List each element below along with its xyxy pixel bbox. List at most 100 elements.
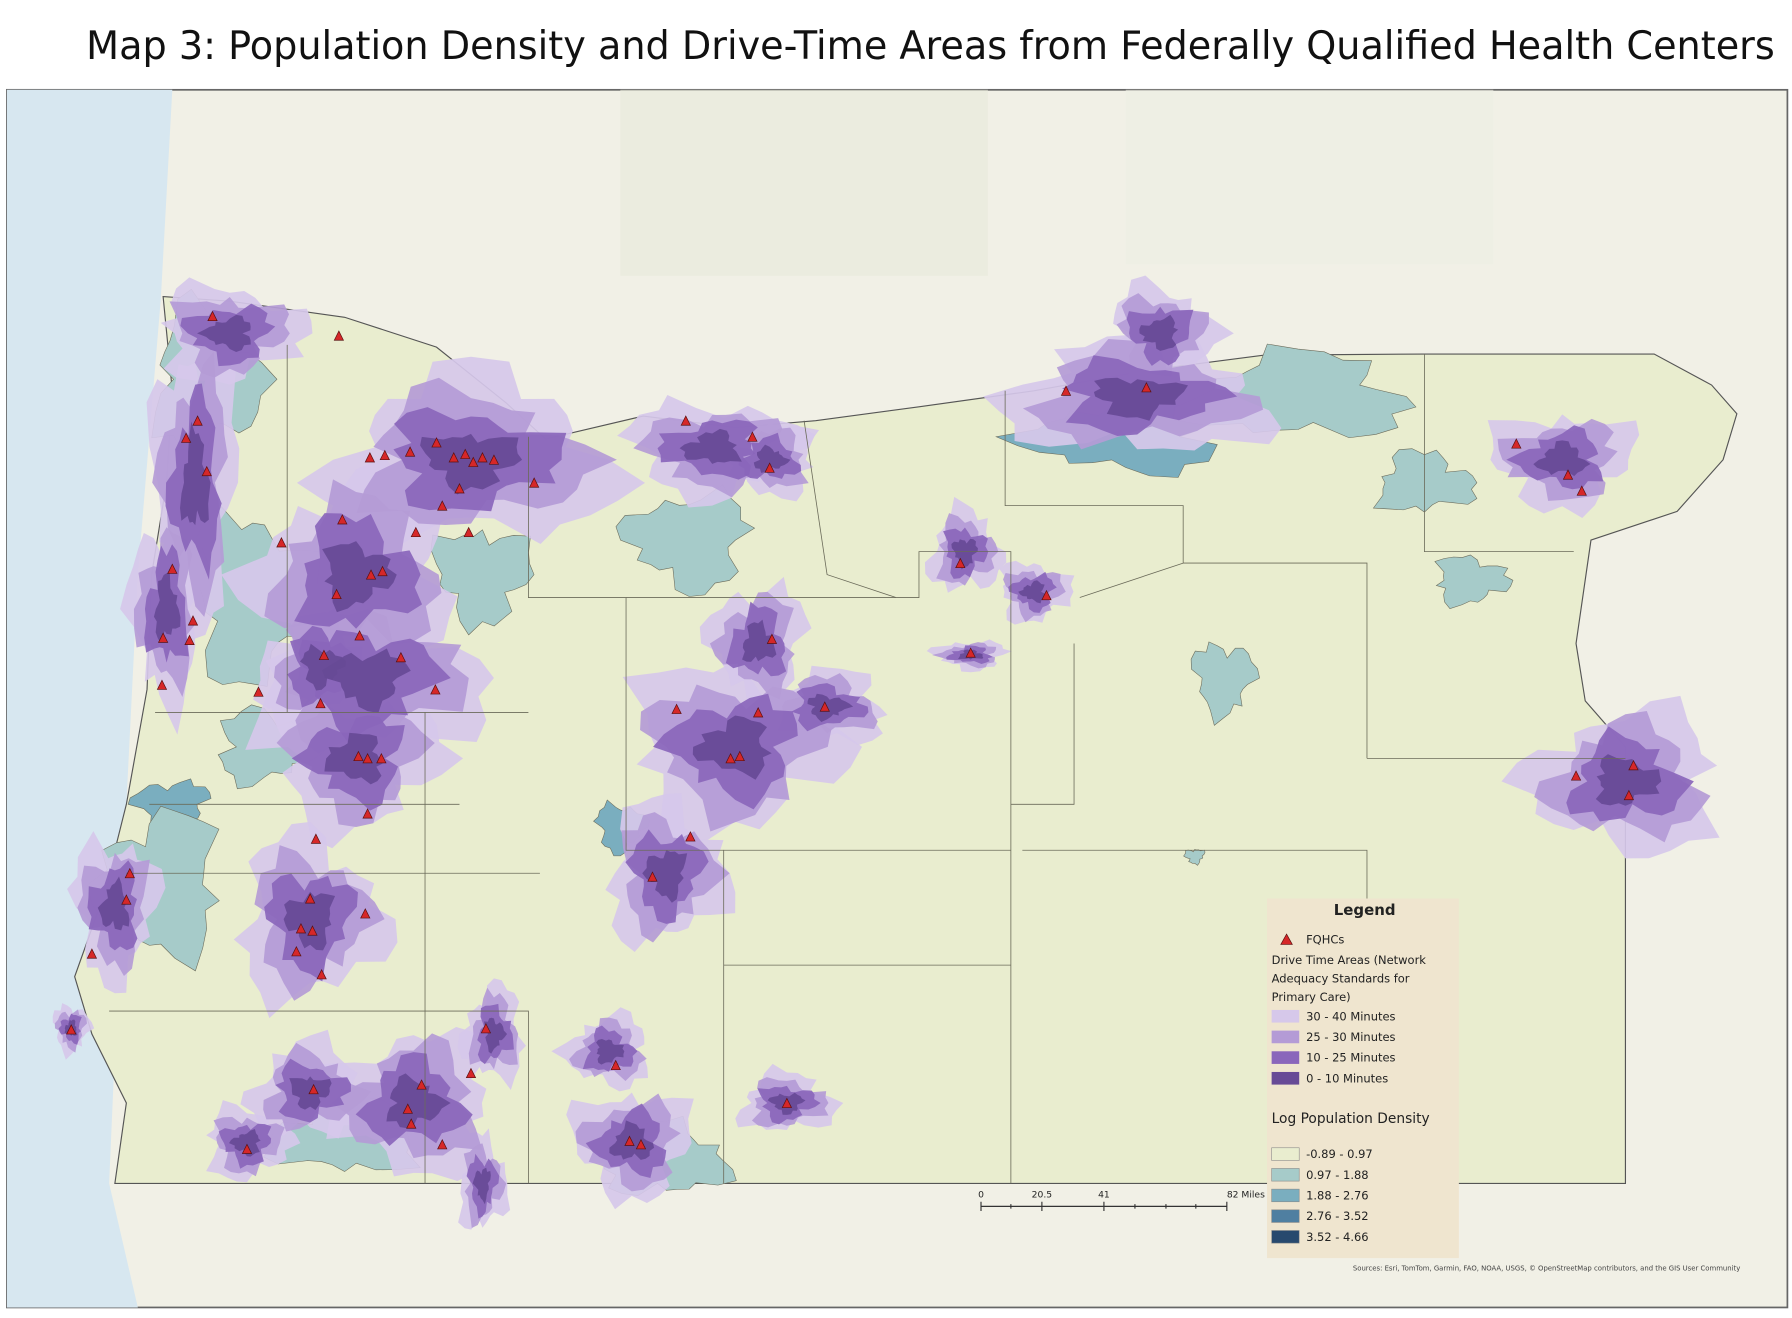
fqhc-site [1041, 589, 1052, 601]
fqhc-site [316, 968, 327, 980]
legend-swatch [1271, 1009, 1300, 1023]
fqhc-site [725, 752, 736, 764]
legend: Legend FQHCs Drive Time Areas (Network Ad… [1267, 898, 1459, 1259]
fqhc-site [454, 483, 465, 494]
legend-swatch [1271, 1230, 1300, 1244]
map-title: Map 3: Population Density and Drive-Time… [86, 24, 1775, 69]
density-area [1434, 554, 1514, 610]
fqhc-site [1623, 789, 1635, 801]
attribution: Sources: Esri, TomTom, Garmin, FAO, NOAA… [1353, 1264, 1740, 1272]
fqhc-site [1570, 770, 1582, 781]
fqhc-site [468, 456, 479, 467]
scale-bar-line [980, 1201, 1228, 1211]
scale-label: 41 [1098, 1189, 1110, 1200]
drive-time-area [679, 428, 742, 464]
fqhc-site [1060, 385, 1072, 396]
fqhc-site [124, 867, 135, 879]
drive-time-area [753, 444, 791, 473]
county-line [528, 436, 725, 1184]
fqhc-site [1141, 381, 1152, 393]
fqhc-site [66, 1024, 77, 1035]
drive-time-area [742, 619, 777, 662]
fqhc-site [253, 686, 264, 697]
fqhc-site [431, 437, 442, 448]
fqhc-site [331, 588, 342, 600]
fqhc-site [781, 1097, 793, 1108]
drive-time-area [299, 643, 346, 691]
county-line [1004, 390, 1368, 759]
legend-label: 2.76 - 3.52 [1306, 1209, 1369, 1223]
fqhc-site [362, 808, 373, 819]
drive-time-area [1018, 580, 1046, 604]
fqhc-site [291, 945, 302, 957]
legend-swatch [1271, 1209, 1300, 1223]
legend-subtitle: Primary Care) [1272, 990, 1351, 1004]
fqhc-site [295, 923, 307, 934]
fqhc-site [965, 647, 976, 658]
fqhc-site [1562, 469, 1574, 480]
fqhc-site [180, 432, 192, 443]
drive-time-area [197, 314, 251, 352]
fqhc-site [747, 431, 758, 442]
fqhc-site [1511, 438, 1522, 449]
basemap-forest [620, 89, 988, 276]
legend-label: FQHCs [1306, 932, 1344, 946]
fqhc-site [184, 634, 195, 645]
drive-time-area [807, 693, 854, 722]
legend-label: 0 - 10 Minutes [1306, 1071, 1388, 1085]
drive-time-area [1533, 440, 1591, 477]
legend-label: 0.97 - 1.88 [1306, 1168, 1369, 1182]
fqhc-site [460, 448, 471, 459]
fqhc-site [488, 454, 500, 465]
legend-swatch [1271, 1168, 1300, 1182]
scale-label: 0 [978, 1189, 984, 1200]
fqhc-site [753, 707, 764, 718]
fqhc-site [360, 908, 371, 919]
fqhc-site [1628, 759, 1639, 771]
fqhc-site [376, 752, 387, 764]
fqhc-site [362, 752, 373, 764]
fqhc-site [437, 1138, 448, 1150]
fqhc-site [337, 514, 348, 525]
fqhc-site [308, 1083, 319, 1095]
fqhc-site [318, 649, 330, 660]
density-area [430, 529, 535, 636]
fqhc-site [402, 1103, 413, 1114]
fqhc-site [307, 925, 318, 936]
fqhc-site [156, 679, 168, 690]
drive-time-area [386, 1073, 451, 1129]
fqhc-site [364, 452, 376, 463]
legend-subtitle: Log Population Density [1272, 1111, 1430, 1127]
fqhc-site [406, 1118, 417, 1129]
legend-swatch [1271, 1147, 1300, 1161]
scale-label: 82 Miles [1227, 1189, 1265, 1200]
fqhc-site [430, 684, 441, 695]
drive-time-area [153, 572, 181, 643]
legend-label: 1.88 - 2.76 [1306, 1189, 1369, 1203]
fqhc-site [624, 1135, 635, 1146]
legend-swatch [1271, 1051, 1300, 1064]
fqhc-site [207, 310, 218, 322]
fqhc-site [410, 526, 421, 538]
fqhc-site [86, 948, 98, 959]
drive-time-areas [52, 275, 1720, 1230]
fqhc-site [416, 1079, 427, 1090]
fqhc-sites [66, 310, 1639, 1154]
fqhc-site [187, 615, 199, 626]
fqhc-site [766, 633, 778, 644]
legend-swatch [1271, 1188, 1300, 1203]
fqhc-site [680, 415, 691, 426]
fqhc-site [647, 871, 658, 882]
drive-time-area [322, 541, 397, 613]
fqhc-site [463, 526, 474, 538]
county-line [803, 420, 1184, 598]
basemap-land [1125, 89, 1494, 265]
legend-swatch [1271, 1071, 1300, 1085]
fqhc-site [610, 1059, 621, 1071]
fqhc-site [157, 632, 169, 643]
legend-label: -0.89 - 0.97 [1306, 1147, 1373, 1161]
legend-fqhc-symbol [1280, 933, 1293, 945]
fqhc-site [305, 893, 316, 904]
legend-swatch [1271, 1030, 1300, 1044]
